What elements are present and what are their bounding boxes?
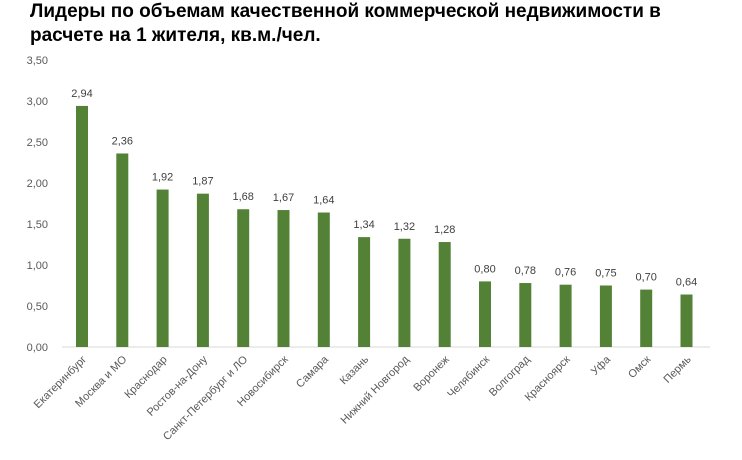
bar [438,242,451,347]
y-tick-label: 1,50 [27,219,48,231]
data-label: 1,67 [273,192,294,204]
data-label: 0,76 [555,267,576,279]
bar [559,284,572,347]
y-tick-label: 1,00 [27,260,48,272]
x-tick-label: Казань [338,353,372,387]
data-label: 0,75 [595,268,616,280]
bar [196,193,209,347]
y-tick-label: 3,50 [27,55,48,67]
data-label: 1,34 [353,219,374,231]
y-tick-label: 3,00 [27,96,48,108]
x-tick-label: Воронеж [411,353,452,394]
data-label: 2,94 [71,88,92,100]
data-label: 0,80 [474,263,495,275]
x-tick-label: Уфа [589,353,614,378]
y-tick-label: 2,50 [27,137,48,149]
chart-title: Лидеры по объемам качественной коммерчес… [30,1,661,46]
bar [317,212,330,347]
bar [237,209,250,347]
data-label: 1,32 [394,221,415,233]
data-label: 1,92 [152,172,173,184]
bar [640,289,653,347]
data-label: 0,64 [676,277,697,289]
bar [277,210,290,347]
bar [519,283,532,347]
bar [116,153,129,347]
bar [358,237,371,347]
x-tick-label: Нижний Новгород [339,353,412,426]
x-tick-label: Самара [294,353,331,390]
data-label: 1,28 [434,224,455,236]
data-label: 0,70 [635,272,656,284]
data-label: 0,78 [515,265,536,277]
bar [599,285,612,347]
bar [156,189,169,347]
data-label: 2,36 [112,135,133,147]
data-label: 1,68 [232,191,253,203]
y-tick-label: 0,50 [27,301,48,313]
data-label: 1,87 [192,176,213,188]
x-tick-label: Пермь [661,353,693,385]
data-label: 1,64 [313,195,334,207]
bar [680,294,693,347]
bar [76,105,88,347]
y-tick-label: 0,00 [27,342,48,354]
x-tick-label: Челябинск [445,354,492,401]
y-tick-label: 2,00 [27,178,48,190]
bar [479,281,491,347]
x-tick-label: Омск [626,354,653,381]
bar [398,238,411,347]
